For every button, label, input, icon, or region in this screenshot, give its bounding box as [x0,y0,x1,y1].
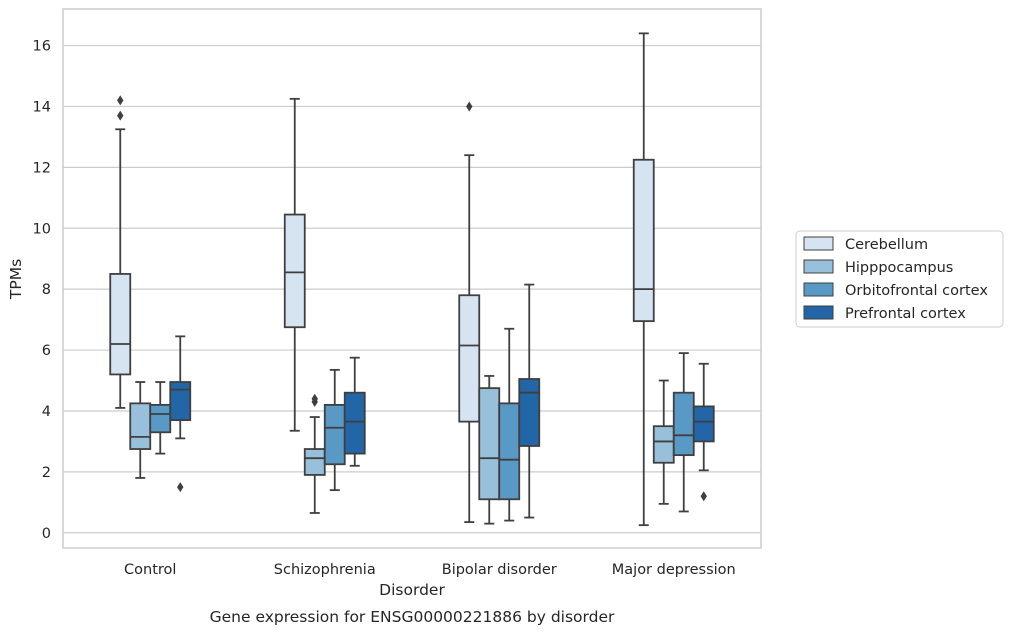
y-tick-label: 2 [42,465,51,481]
box [109,273,132,376]
box-group [283,97,306,432]
outlier-point [117,95,124,106]
box-group [149,381,172,455]
y-tick-labels: 0 2 4 6 8 10 12 14 16 [33,39,51,542]
box-layer [109,32,715,527]
y-axis-title: TPMs [7,259,25,300]
x-tick-labels: Control Schizophrenia Bipolar disorder Majo… [124,562,736,578]
box-group [652,379,675,505]
box-group [109,95,132,409]
legend-frame [795,230,1004,328]
box [652,425,675,464]
legend-label: Cerebellum [845,237,928,253]
box-group [129,381,152,479]
legend-swatch [803,236,834,251]
legend-swatch [803,282,834,297]
outlier-point [117,110,124,121]
box-group [303,393,326,514]
y-tick-label: 0 [42,526,51,542]
outlier-point [177,482,184,493]
legend-swatch [803,259,834,274]
y-tick-label: 16 [33,39,51,55]
box [692,405,715,443]
box-group [518,283,541,519]
box [458,294,481,423]
box [129,402,152,450]
x-axis-title: Disorder [379,581,445,599]
legend: Cerebellum Hipppocampus Orbitofrontal cort… [795,230,1004,328]
box [672,391,695,457]
y-tick-label: 6 [42,343,51,359]
x-tick-label: Bipolar disorder [442,562,557,578]
legend-swatch [803,305,834,320]
y-tick-label: 14 [33,99,51,115]
box-group [498,327,521,522]
box [498,402,521,501]
box [169,381,192,422]
box-group [458,101,481,524]
box [343,391,366,455]
legend-label: Prefrontal cortex [845,306,966,322]
box-group [632,32,655,527]
y-tick-label: 12 [33,160,51,176]
box [323,403,346,466]
plot-frame [62,8,762,549]
box-group [169,335,192,493]
x-tick-label: Schizophrenia [274,562,376,578]
box-group [672,352,695,513]
outlier-point [466,101,473,112]
outlier-point [700,491,707,502]
x-tick-label: Control [124,562,176,578]
box [283,213,306,329]
outlier-point [311,393,318,404]
box-group [692,362,715,502]
x-tick-label: Major depression [612,562,736,578]
legend-label: Orbitofrontal cortex [845,283,988,299]
box-group [478,375,501,525]
box-group [323,368,346,492]
box [478,387,501,501]
y-tick-label: 4 [42,404,51,420]
figure-caption: Gene expression for ENSG00000221886 by d… [210,608,615,626]
box [518,378,541,447]
legend-label: Hipppocampus [845,260,953,276]
legend-items: Cerebellum Hipppocampus Orbitofrontal cort… [803,236,988,322]
y-tick-label: 8 [42,282,51,298]
box [149,403,172,434]
box [632,158,655,323]
box [303,448,326,476]
y-tick-label: 10 [33,221,51,237]
box-group [343,356,366,467]
